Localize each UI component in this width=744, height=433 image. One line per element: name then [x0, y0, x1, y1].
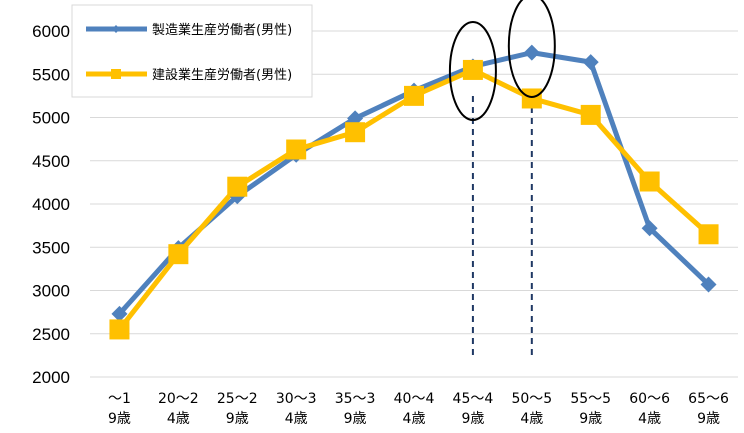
legend-label-manufacturing: 製造業生産労働者(男性) — [152, 22, 292, 38]
y-tick-label: 5000 — [32, 109, 70, 128]
y-axis-ticks: 2000 2500 3000 3500 4000 4500 5000 5500 6000 — [32, 22, 70, 387]
data-point-square — [168, 244, 189, 265]
x-tick-label: 9歳 — [108, 411, 131, 427]
x-axis-ticks: ～1 9歳 20～2 4歳 25～2 9歳 30～3 4歳 35～3 9歳 40～4 4歳 45～4 9歳… — [108, 391, 729, 427]
y-tick-label: 2500 — [32, 325, 70, 344]
data-point-diamond — [111, 305, 128, 322]
data-point-square — [462, 59, 483, 80]
x-tick-label: 9歳 — [344, 411, 367, 427]
data-point-diamond — [641, 220, 658, 237]
x-tick-label: 30～3 — [276, 391, 317, 407]
x-tick-label: 20～2 — [158, 391, 199, 407]
legend-marker-construction — [111, 69, 121, 79]
highlight-ellipse — [448, 21, 497, 121]
x-tick-label: 9歳 — [461, 411, 484, 427]
y-tick-label: 2000 — [32, 368, 70, 387]
x-tick-label: 4歳 — [285, 411, 308, 427]
data-point-square — [404, 85, 424, 106]
x-tick-label: 4歳 — [638, 411, 661, 427]
dashed-guides — [471, 96, 533, 357]
x-tick-label: 40～4 — [394, 391, 435, 407]
x-tick-label: 25～2 — [217, 391, 258, 407]
x-tick-label: 4歳 — [520, 411, 543, 427]
x-tick-label: 35～3 — [335, 391, 376, 407]
legend: 製造業生産労働者(男性) 建設業生産労働者(男性) — [71, 4, 313, 98]
legend-marker-manufacturing — [112, 25, 120, 33]
highlight-ellipse — [507, 0, 556, 98]
data-point-diamond — [523, 44, 540, 61]
data-point-square — [227, 176, 248, 197]
x-tick-label: 9歳 — [226, 411, 249, 427]
y-tick-label: 4000 — [32, 195, 70, 214]
data-point-diamond — [700, 276, 717, 293]
y-tick-label: 6000 — [32, 22, 70, 41]
data-point-diamond — [582, 54, 599, 71]
x-tick-label: 9歳 — [579, 411, 602, 427]
data-point-square — [521, 88, 542, 109]
x-tick-label: 65～6 — [688, 391, 729, 407]
y-tick-label: 3500 — [32, 238, 70, 257]
legend-box — [71, 4, 313, 98]
series-lines — [109, 44, 719, 340]
gridlines — [90, 30, 738, 378]
data-point-square — [639, 171, 660, 192]
y-tick-label: 5500 — [32, 65, 70, 84]
y-tick-label: 3000 — [32, 282, 70, 301]
data-point-square — [698, 224, 719, 245]
data-point-square — [286, 139, 307, 160]
data-point-square — [345, 122, 366, 143]
x-tick-label: 4歳 — [403, 411, 426, 427]
x-tick-label: 60～6 — [629, 391, 670, 407]
x-tick-label: 45～4 — [453, 391, 494, 407]
data-point-square — [580, 104, 601, 125]
highlight-ellipses — [448, 0, 556, 121]
x-tick-label: 9歳 — [697, 411, 720, 427]
y-tick-label: 4500 — [32, 152, 70, 171]
x-tick-label: 4歳 — [167, 411, 190, 427]
x-tick-label: ～1 — [108, 391, 131, 407]
legend-label-construction: 建設業生産労働者(男性) — [152, 67, 292, 83]
data-point-square — [109, 319, 130, 340]
x-tick-label: 55～5 — [570, 391, 611, 407]
x-tick-label: 50～5 — [511, 391, 552, 407]
